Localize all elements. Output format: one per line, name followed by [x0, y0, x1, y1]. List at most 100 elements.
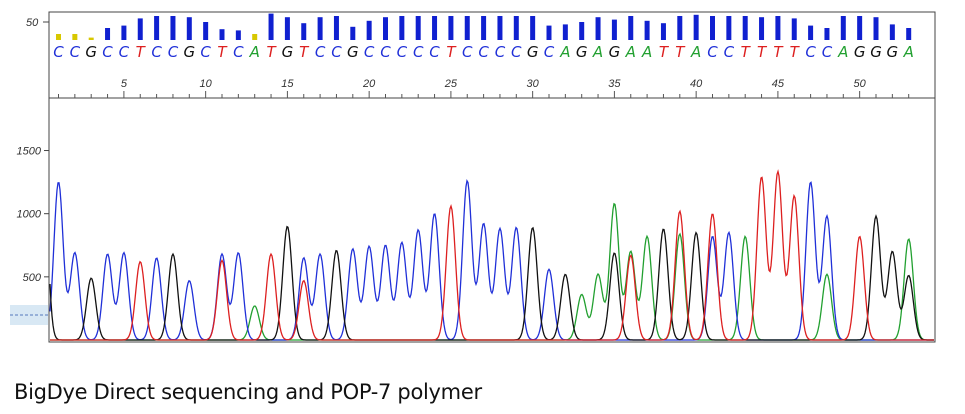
quality-bar — [808, 25, 814, 40]
quality-bar — [170, 16, 176, 40]
quality-bar — [857, 16, 863, 40]
quality-bar — [710, 16, 715, 40]
base-call-letter: C — [53, 43, 64, 61]
position-tick-label: 35 — [608, 78, 621, 90]
base-call-letter: C — [462, 43, 473, 61]
base-call-letter: A — [625, 43, 636, 61]
base-call-letter: A — [641, 43, 652, 61]
position-tick-label: 10 — [200, 78, 213, 90]
base-call-letter: T — [741, 43, 752, 61]
quality-bar — [677, 16, 683, 40]
base-call-letter: C — [200, 43, 211, 61]
base-call-letter: C — [805, 43, 816, 61]
base-call-letter: T — [266, 43, 277, 61]
base-call-letter: C — [364, 43, 375, 61]
quality-bar — [824, 28, 830, 40]
y-tick-label: 1500 — [17, 146, 42, 158]
quality-bar — [56, 34, 61, 40]
quality-bar — [383, 17, 388, 40]
base-call-letter: C — [331, 43, 342, 61]
quality-bar — [660, 23, 666, 40]
qv-scale-label: 50 — [26, 17, 39, 29]
position-tick-label: 30 — [527, 78, 540, 90]
base-call-letter: G — [609, 43, 621, 61]
y-tick-label: 1000 — [17, 209, 42, 221]
quality-bar — [759, 17, 765, 40]
base-call-letter: G — [576, 43, 588, 61]
base-call-letter: C — [315, 43, 326, 61]
quality-bar — [513, 16, 519, 40]
base-call-letter: T — [217, 43, 228, 61]
quality-bar — [742, 16, 748, 40]
base-call-letter: C — [707, 43, 718, 61]
quality-bar — [693, 14, 699, 41]
quality-bar — [611, 19, 617, 40]
base-call-letter: G — [887, 43, 899, 61]
base-call-letter: C — [102, 43, 113, 61]
base-call-letter: A — [690, 43, 701, 61]
base-call-letter: G — [85, 43, 97, 61]
base-call-letter: A — [837, 43, 848, 61]
left-gutter — [10, 305, 48, 325]
position-tick-label: 20 — [362, 78, 376, 90]
base-call-letter: C — [429, 43, 440, 61]
base-call-letter: T — [136, 43, 147, 61]
base-call-letter: T — [675, 43, 686, 61]
trace-T — [50, 169, 934, 341]
base-call-letter: C — [397, 43, 408, 61]
quality-bar — [448, 16, 454, 40]
position-tick-label: 40 — [690, 78, 703, 90]
quality-bar — [775, 16, 781, 40]
position-tick-label: 15 — [281, 78, 294, 90]
base-call-letter: A — [249, 43, 260, 61]
quality-bar — [579, 22, 585, 40]
quality-bar — [644, 20, 650, 40]
quality-bar — [546, 25, 552, 40]
quality-bar — [628, 16, 634, 40]
base-call-letter: G — [183, 43, 195, 61]
quality-bar — [333, 16, 339, 40]
quality-bar — [432, 16, 438, 40]
quality-bar — [481, 16, 487, 40]
base-call-letter: A — [592, 43, 603, 61]
base-call-letter: G — [870, 43, 882, 61]
quality-bar — [284, 17, 290, 40]
quality-bar — [399, 16, 405, 40]
position-tick-label: 5 — [121, 78, 128, 90]
quality-bar — [121, 25, 127, 40]
position-tick-label: 45 — [772, 78, 785, 90]
base-call-letter: C — [380, 43, 391, 61]
base-call-letter: T — [446, 43, 457, 61]
base-call-letter: C — [151, 43, 162, 61]
quality-bar — [105, 28, 111, 40]
quality-bar — [137, 18, 143, 40]
quality-bar — [88, 37, 94, 40]
base-call-letter: T — [757, 43, 768, 61]
base-call-letter: T — [790, 43, 801, 61]
base-call-letter: C — [822, 43, 833, 61]
position-tick-label: 25 — [444, 78, 458, 90]
base-call-letter: A — [559, 43, 570, 61]
base-call-letter: A — [903, 43, 914, 61]
quality-bar — [350, 26, 356, 40]
quality-bar — [203, 22, 209, 40]
base-call-letter: C — [724, 43, 735, 61]
quality-bar — [186, 17, 192, 40]
quality-bar — [219, 29, 225, 40]
base-call-letter: C — [478, 43, 489, 61]
base-call-letter: C — [413, 43, 424, 61]
base-call-letter: T — [299, 43, 310, 61]
base-call-letter: T — [659, 43, 670, 61]
base-call-letter: C — [511, 43, 522, 61]
base-call-letter: C — [119, 43, 130, 61]
quality-bar — [595, 17, 601, 40]
quality-bar — [366, 20, 372, 40]
quality-bar — [415, 16, 421, 40]
base-call-letter: C — [495, 43, 506, 61]
base-call-letter: C — [544, 43, 555, 61]
quality-bar — [317, 17, 323, 40]
quality-bar — [840, 16, 846, 40]
base-call-panel — [48, 11, 936, 99]
quality-bar — [497, 16, 503, 40]
